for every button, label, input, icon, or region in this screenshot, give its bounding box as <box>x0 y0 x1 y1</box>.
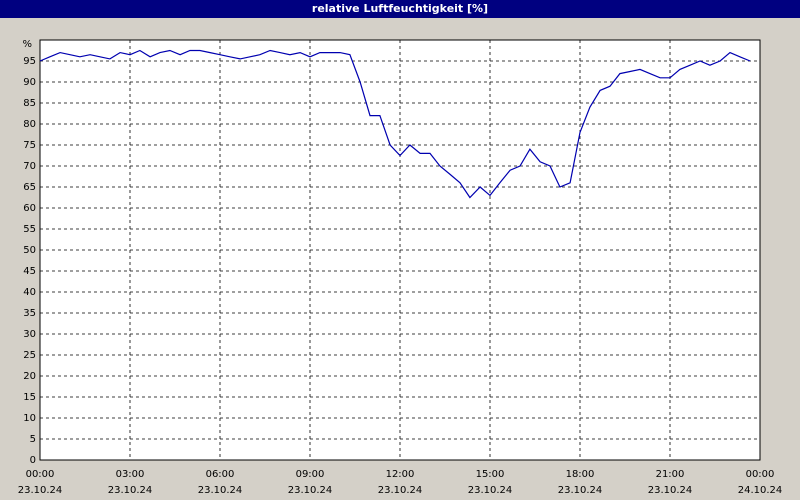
x-tick-label: 06:00 <box>206 469 235 480</box>
x-tick-date: 23.10.24 <box>288 485 333 496</box>
chart-title: relative Luftfeuchtigkeit [%] <box>312 2 488 15</box>
y-tick-label: 0 <box>30 455 36 466</box>
x-tick-label: 15:00 <box>476 469 505 480</box>
y-tick-label: 90 <box>23 77 36 88</box>
y-tick-label: 55 <box>23 224 36 235</box>
y-tick-label: 5 <box>30 434 36 445</box>
x-tick-label: 00:00 <box>26 469 55 480</box>
x-tick-label: 09:00 <box>296 469 325 480</box>
y-tick-label: 25 <box>23 350 36 361</box>
x-tick-label: 00:00 <box>746 469 775 480</box>
data-line <box>39 49 751 199</box>
x-tick-date: 23.10.24 <box>18 485 63 496</box>
y-tick-label: 95 <box>23 56 36 67</box>
y-tick-label: 85 <box>23 98 36 109</box>
y-tick-label: 65 <box>23 182 36 193</box>
x-tick-date: 23.10.24 <box>198 485 243 496</box>
x-tick-label: 12:00 <box>386 469 415 480</box>
y-tick-label: 70 <box>23 161 36 172</box>
y-tick-label: 40 <box>23 287 36 298</box>
y-tick-label: 80 <box>23 119 36 130</box>
y-tick-label: 60 <box>23 203 36 214</box>
x-tick-date: 24.10.24 <box>738 485 783 496</box>
y-tick-label: 50 <box>23 245 36 256</box>
y-unit: % <box>22 39 32 50</box>
y-tick-label: 10 <box>23 413 36 424</box>
x-tick-label: 03:00 <box>116 469 145 480</box>
y-tick-label: 20 <box>23 371 36 382</box>
x-tick-date: 23.10.24 <box>558 485 603 496</box>
y-tick-label: 15 <box>23 392 36 403</box>
y-tick-label: 45 <box>23 266 36 277</box>
y-tick-label: 35 <box>23 308 36 319</box>
y-tick-label: 30 <box>23 329 36 340</box>
x-tick-date: 23.10.24 <box>108 485 153 496</box>
y-tick-label: 75 <box>23 140 36 151</box>
x-tick-date: 23.10.24 <box>378 485 423 496</box>
x-tick-label: 18:00 <box>566 469 595 480</box>
title-bar <box>0 0 800 18</box>
x-tick-date: 23.10.24 <box>648 485 693 496</box>
x-tick-label: 21:00 <box>656 469 685 480</box>
x-tick-date: 23.10.24 <box>468 485 513 496</box>
